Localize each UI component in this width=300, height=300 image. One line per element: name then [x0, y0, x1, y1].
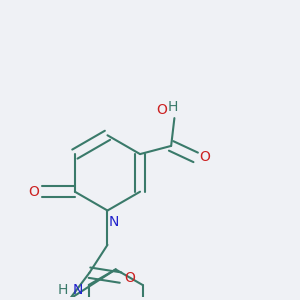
- Text: O: O: [156, 103, 167, 117]
- Text: O: O: [124, 271, 135, 285]
- Text: N: N: [73, 283, 83, 297]
- Text: O: O: [28, 185, 39, 199]
- Text: N: N: [109, 215, 119, 230]
- Text: O: O: [200, 150, 211, 164]
- Text: H: H: [168, 100, 178, 114]
- Text: H: H: [58, 283, 68, 297]
